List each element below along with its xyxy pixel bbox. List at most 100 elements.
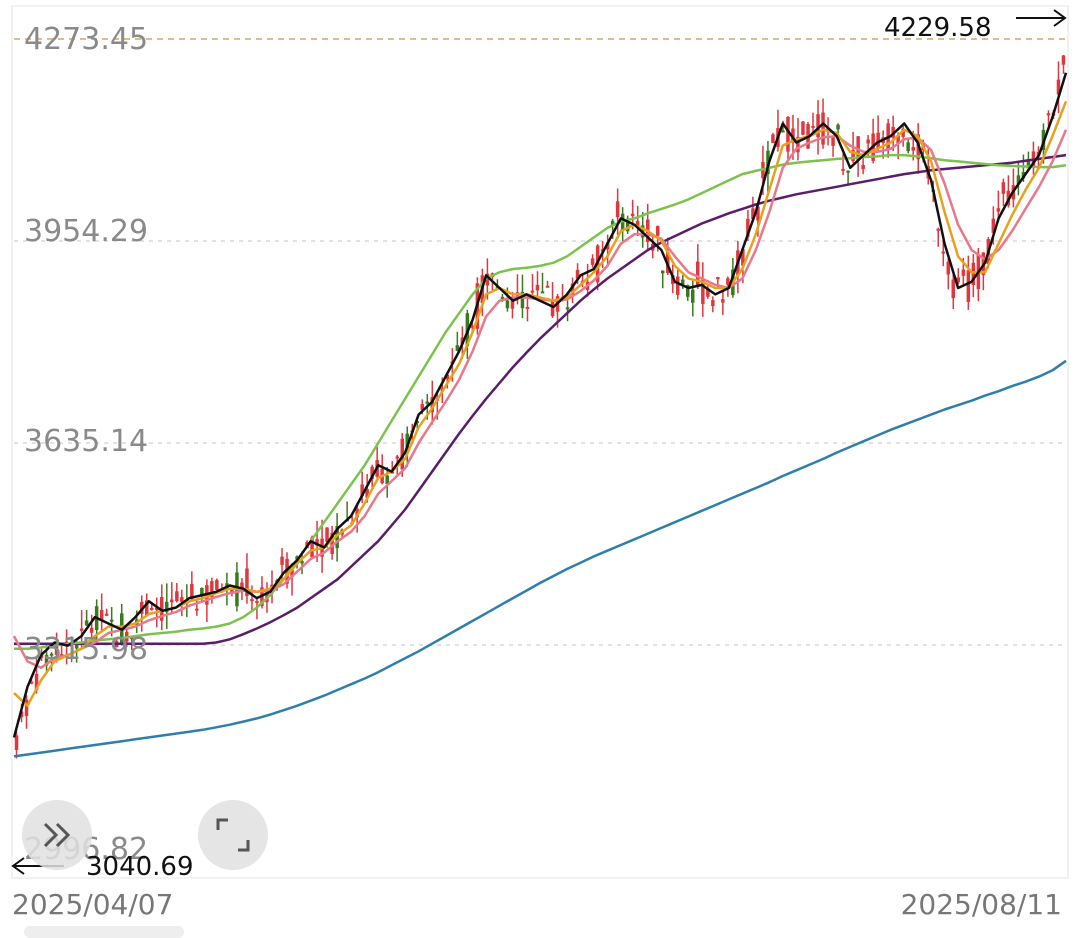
- candle-body: [956, 277, 960, 283]
- candle-body: [300, 561, 304, 564]
- candle-body: [831, 136, 835, 146]
- fullscreen-button[interactable]: [198, 800, 268, 870]
- candle-body: [686, 285, 690, 297]
- candle: [711, 296, 715, 313]
- candle: [620, 207, 625, 241]
- candle-body: [861, 165, 865, 170]
- candle-body: [500, 296, 505, 299]
- candle: [330, 525, 334, 560]
- candle-body: [109, 619, 114, 622]
- candle-body: [425, 401, 429, 404]
- candle-body: [84, 620, 89, 626]
- candle-body: [145, 600, 149, 616]
- candle: [195, 598, 199, 616]
- candle: [385, 467, 389, 498]
- candle-body: [751, 208, 755, 220]
- candle-body: [104, 613, 109, 616]
- candle-body: [69, 644, 74, 647]
- candle: [455, 331, 460, 352]
- candle-body: [240, 582, 244, 589]
- moving-average-line-3: [14, 153, 1067, 651]
- candle-body: [936, 228, 940, 231]
- candle-body: [89, 627, 94, 633]
- candle-body: [330, 532, 334, 554]
- candle: [545, 280, 550, 288]
- candle-body: [630, 213, 635, 217]
- candle: [951, 272, 955, 310]
- candle-body: [535, 284, 540, 291]
- candle-body: [565, 307, 570, 310]
- candle-body: [195, 608, 199, 611]
- y-tick-label-0: 4273.45: [24, 22, 148, 57]
- candle-body: [545, 285, 550, 288]
- candle-body: [791, 128, 795, 143]
- candle-body: [255, 601, 259, 604]
- candle-body: [54, 644, 59, 655]
- candle-body: [1046, 113, 1051, 116]
- candle-body: [615, 201, 620, 218]
- candle: [540, 272, 545, 294]
- candle-body: [1001, 182, 1006, 194]
- candle-body: [946, 261, 950, 275]
- candle-body: [846, 170, 850, 173]
- candle: [701, 262, 705, 317]
- start-date-label: 2025/04/07: [12, 888, 173, 921]
- candle: [1061, 54, 1066, 74]
- candle-body: [906, 142, 910, 152]
- plot-frame: [11, 5, 1069, 879]
- candle: [706, 284, 710, 299]
- candle: [14, 730, 19, 759]
- candle-body: [180, 597, 184, 602]
- candle: [811, 112, 815, 133]
- moving-average-line-1: [13, 100, 1068, 707]
- candle-body: [961, 269, 966, 276]
- candle-body: [130, 636, 134, 639]
- candle-body: [34, 673, 39, 690]
- candle-body: [79, 628, 84, 631]
- candle-body: [14, 735, 19, 750]
- candle: [646, 203, 650, 250]
- candle-body: [676, 276, 680, 295]
- candle-body: [540, 291, 545, 294]
- candle-body: [360, 484, 364, 497]
- candle: [786, 116, 790, 165]
- candle-body: [430, 397, 434, 413]
- candle: [140, 595, 144, 632]
- candle-body: [996, 208, 1001, 212]
- candle-body: [726, 278, 730, 285]
- candle-body: [49, 653, 54, 656]
- candle-body: [716, 277, 720, 280]
- candle-body: [781, 130, 785, 133]
- candle: [625, 215, 630, 234]
- candle-body: [525, 307, 530, 309]
- bottom-scroll-strip[interactable]: [24, 926, 184, 938]
- candle-body: [385, 475, 389, 484]
- candle-body: [1026, 159, 1031, 169]
- candle: [69, 636, 74, 663]
- candle: [375, 446, 379, 481]
- candle-body: [245, 568, 249, 596]
- candle-body: [420, 404, 424, 410]
- candle-body: [951, 279, 955, 299]
- candle-body: [315, 539, 319, 546]
- candle-body: [625, 218, 630, 232]
- candle-body: [696, 261, 700, 287]
- candle-body: [711, 300, 715, 306]
- candle-body: [395, 456, 399, 459]
- candle: [635, 205, 640, 237]
- candle: [1056, 61, 1061, 114]
- candle-body: [44, 654, 49, 666]
- candle-body: [851, 150, 855, 161]
- candle: [936, 227, 940, 247]
- candle-body: [590, 258, 595, 265]
- candle: [846, 170, 850, 186]
- moving-average-line-4: [14, 153, 1067, 645]
- candle: [771, 132, 775, 144]
- expand-sidebar-button[interactable]: [22, 800, 92, 870]
- candle-body: [190, 583, 194, 599]
- candle: [175, 582, 179, 603]
- candle-body: [175, 591, 179, 602]
- high-arrow-head: [1053, 9, 1067, 27]
- candle-body: [691, 289, 695, 303]
